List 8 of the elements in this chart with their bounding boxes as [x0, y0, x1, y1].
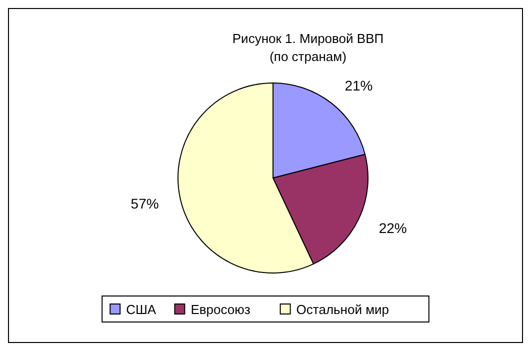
- data-label: 22%: [378, 220, 407, 236]
- legend-label: США: [126, 302, 156, 317]
- legend-label: Евросоюз: [190, 302, 250, 317]
- data-label: 57%: [130, 196, 159, 212]
- data-label: 21%: [344, 78, 373, 94]
- legend-label: Остальной мир: [296, 302, 390, 317]
- chart-title: Рисунок 1. Мировой ВВП: [232, 31, 384, 46]
- chart-subtitle: (по странам): [270, 49, 346, 64]
